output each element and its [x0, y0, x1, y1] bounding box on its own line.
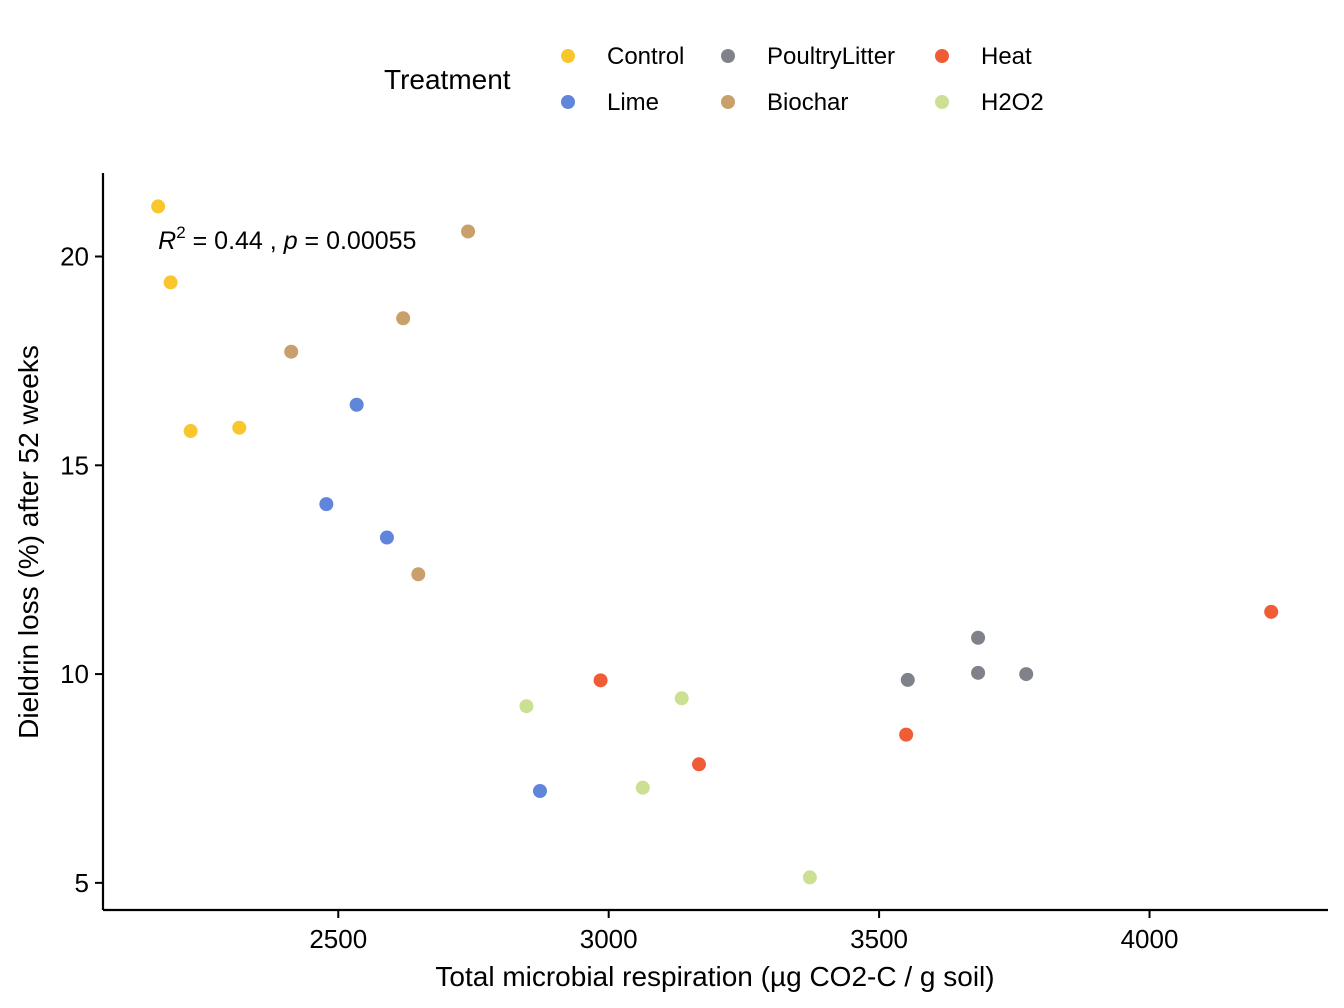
- point-biochar-1: [461, 224, 476, 239]
- x-ticks: 2500 3000 3500 4000: [309, 910, 1178, 954]
- y-tick-label: 5: [75, 868, 89, 898]
- legend-key-heat: [935, 49, 949, 63]
- legend-label-biochar: Biochar: [767, 89, 848, 116]
- r2-value: = 0.44 ,: [186, 227, 284, 255]
- legend-label-lime: Lime: [607, 89, 659, 116]
- axes: 2500 3000 3500 4000 5 10 15 20 Total microbial…: [13, 173, 1328, 992]
- x-tick-label: 4000: [1121, 924, 1179, 954]
- p-symbol: p: [283, 227, 298, 255]
- point-biochar-4: [411, 567, 426, 582]
- point-control-1: [151, 199, 166, 214]
- point-biochar-3: [284, 344, 299, 359]
- point-heat-3: [899, 727, 914, 742]
- r2-superscript: 2: [176, 223, 185, 242]
- point-lime-4: [532, 783, 547, 798]
- point-h2o2-2: [674, 691, 689, 706]
- y-tick-label: 15: [60, 450, 89, 480]
- r2-symbol: R: [158, 227, 176, 255]
- legend-key-lime: [561, 95, 575, 109]
- legend-label-poultrylitter: PoultryLitter: [767, 43, 895, 70]
- x-tick-label: 3000: [580, 924, 638, 954]
- point-control-4: [232, 420, 247, 435]
- point-heat-4: [692, 757, 707, 772]
- point-h2o2-3: [635, 780, 650, 795]
- point-poultrylitter-4: [1019, 667, 1034, 682]
- point-control-2: [163, 275, 178, 290]
- point-poultrylitter-2: [900, 672, 915, 687]
- point-lime-3: [379, 530, 394, 545]
- y-ticks: 5 10 15 20: [60, 242, 103, 898]
- y-tick-label: 10: [60, 659, 89, 689]
- y-axis-title: Dieldrin loss (%) after 52 weeks: [13, 345, 44, 739]
- regression-annotation: R2 = 0.44 , p = 0.00055: [158, 223, 416, 255]
- y-tick-label: 20: [60, 242, 89, 272]
- point-heat-2: [593, 673, 608, 688]
- x-tick-label: 3500: [850, 924, 908, 954]
- point-control-3: [183, 424, 198, 439]
- point-poultrylitter-3: [971, 665, 986, 680]
- point-h2o2-4: [802, 870, 817, 885]
- legend-key-poultrylitter: [721, 49, 735, 63]
- x-axis-title: Total microbial respiration (µg CO2-C / …: [435, 961, 994, 992]
- legend-key-control: [561, 49, 575, 63]
- point-poultrylitter-1: [971, 630, 986, 645]
- data-points: [151, 199, 1279, 885]
- p-value: = 0.00055: [298, 227, 417, 255]
- legend: Treatment Control PoultryLitter Heat Lime Bi…: [384, 43, 1044, 116]
- legend-key-biochar: [721, 95, 735, 109]
- x-tick-label: 2500: [309, 924, 367, 954]
- point-lime-1: [349, 397, 364, 412]
- legend-key-h2o2: [935, 95, 949, 109]
- r2-p-text: R2 = 0.44 , p = 0.00055: [158, 223, 416, 255]
- legend-title: Treatment: [384, 64, 511, 95]
- point-lime-2: [319, 497, 334, 512]
- legend-label-heat: Heat: [981, 43, 1032, 70]
- point-biochar-2: [396, 311, 411, 326]
- point-heat-1: [1264, 604, 1279, 619]
- legend-label-h2o2: H2O2: [981, 89, 1044, 116]
- point-h2o2-1: [519, 699, 534, 714]
- legend-label-control: Control: [607, 43, 684, 70]
